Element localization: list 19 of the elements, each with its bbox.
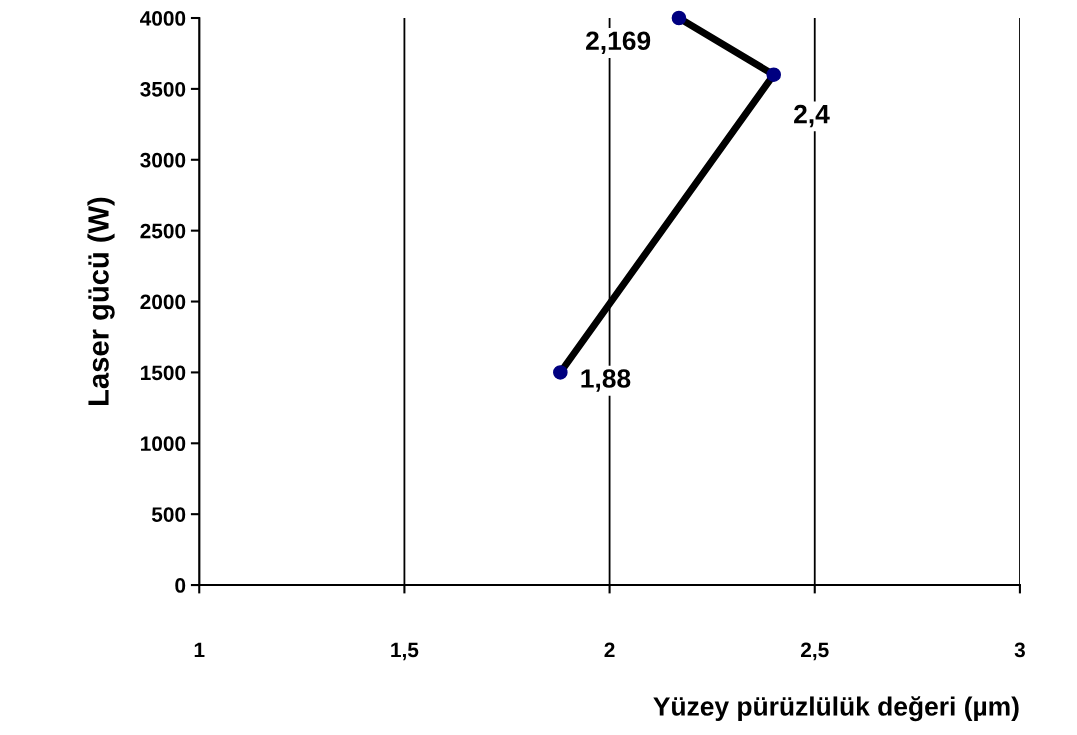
annotation: 1,88 (581, 369, 631, 392)
y-axis-title: Laser gücü (W) (87, 197, 115, 405)
x-axis-title: Yüzey pürüzlülük değeri (µm) (653, 696, 1019, 722)
y-tick-label: 4000 (140, 11, 186, 26)
y-tick-label: 500 (151, 507, 186, 522)
x-tick-label: 1 (194, 642, 205, 658)
x-tick-label: 2,5 (800, 642, 829, 661)
y-tick-label: 3500 (140, 81, 186, 97)
y-tick-label: 3000 (140, 152, 186, 168)
y-tick-label: 0 (175, 578, 186, 593)
x-tick-label: 3 (1014, 642, 1025, 658)
y-tick-label: 1500 (141, 365, 186, 381)
x-tick-label: 1,5 (391, 642, 419, 661)
y-tick-label: 1000 (141, 436, 186, 452)
x-tick-label: 2 (604, 642, 615, 658)
y-tick-label: 2000 (140, 294, 186, 310)
annotation: 2,4 (794, 104, 830, 128)
annotation: 2,169 (586, 31, 651, 54)
y-tick-label: 2500 (140, 223, 186, 239)
